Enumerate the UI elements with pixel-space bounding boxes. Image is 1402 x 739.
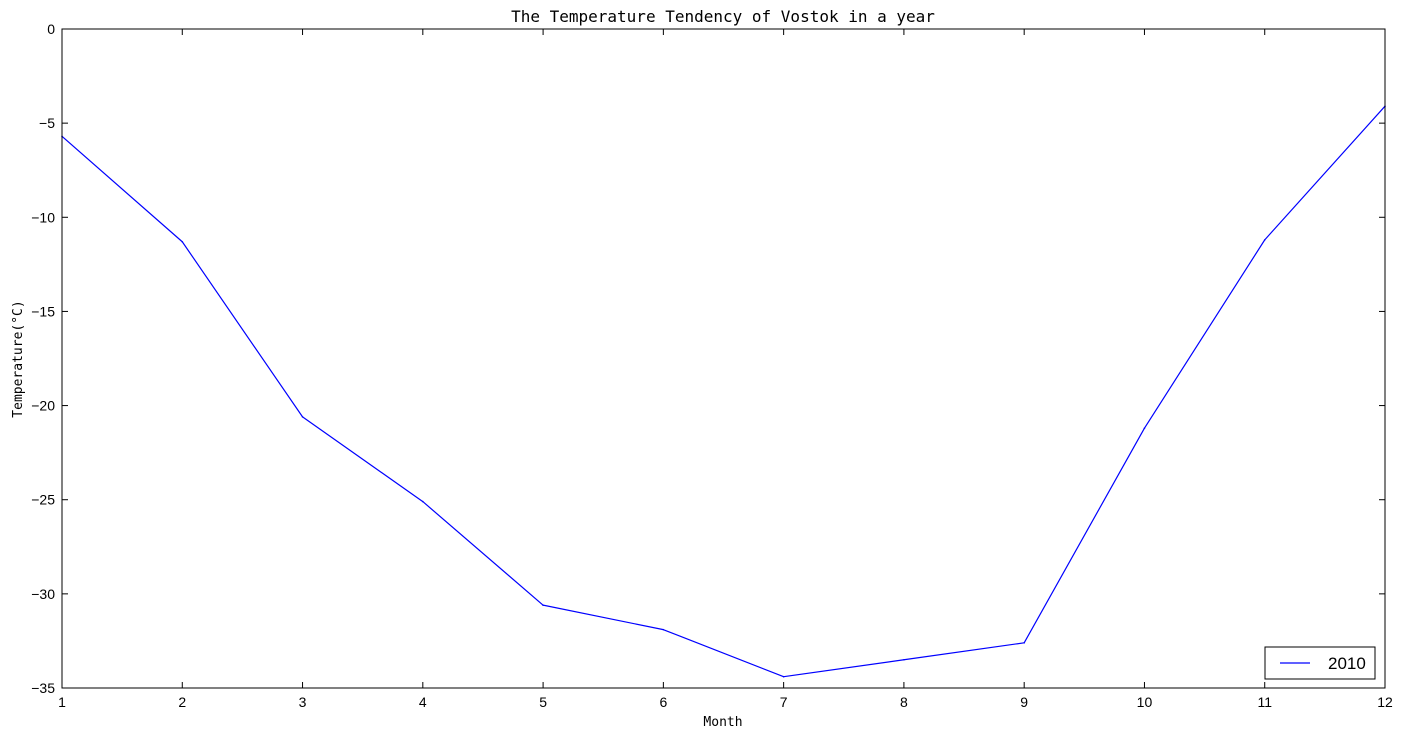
- y-tick-label: −10: [31, 209, 55, 225]
- chart-title: The Temperature Tendency of Vostok in a …: [511, 7, 935, 26]
- data-point: [782, 675, 785, 678]
- data-point: [301, 416, 304, 418]
- legend: 2010: [1264, 646, 1376, 680]
- data-point: [1023, 642, 1025, 644]
- x-tick-label: 5: [539, 694, 547, 710]
- plot-frame: [61, 28, 1386, 689]
- x-tick-label: 7: [780, 694, 788, 710]
- data-point: [1263, 239, 1266, 241]
- series-layer: [61, 105, 1386, 678]
- x-tick-labels: 1 2 3 4 5 6 7 8 9 10 11 12: [58, 694, 1393, 710]
- x-tick-label: 4: [419, 694, 427, 710]
- data-point: [542, 604, 544, 606]
- data-point: [662, 628, 665, 631]
- y-tick-label: −15: [31, 303, 55, 319]
- x-tick-label: 3: [299, 694, 307, 710]
- y-tick-label: −5: [39, 115, 55, 131]
- y-tick-label: −25: [31, 492, 55, 508]
- data-point: [181, 240, 184, 243]
- plot-area: [61, 28, 1386, 689]
- x-tick-label: 2: [178, 694, 186, 710]
- x-tick-label: 1: [58, 694, 66, 710]
- y-axis-label: Temperature(°C): [11, 300, 26, 417]
- data-point: [903, 658, 905, 661]
- y-tick-label: −20: [31, 398, 55, 414]
- x-tick-label: 11: [1257, 694, 1272, 710]
- series-line-2010: [61, 105, 1386, 678]
- y-tick-label: −35: [31, 680, 55, 696]
- y-tick-label: 0: [47, 21, 55, 37]
- data-point: [1143, 427, 1146, 429]
- data-point: [422, 500, 424, 503]
- x-tick-label: 8: [900, 694, 908, 710]
- x-axis-label: Month: [703, 715, 742, 730]
- x-tick-label: 12: [1377, 694, 1393, 710]
- legend-label-2010: 2010: [1328, 654, 1366, 673]
- x-tick-label: 10: [1137, 694, 1153, 710]
- y-tick-label: −30: [31, 586, 55, 602]
- x-tick-label: 9: [1020, 694, 1028, 710]
- x-tick-label: 6: [659, 694, 667, 710]
- y-tick-labels: 0 −5 −10 −15 −20 −25 −30 −35: [31, 21, 55, 696]
